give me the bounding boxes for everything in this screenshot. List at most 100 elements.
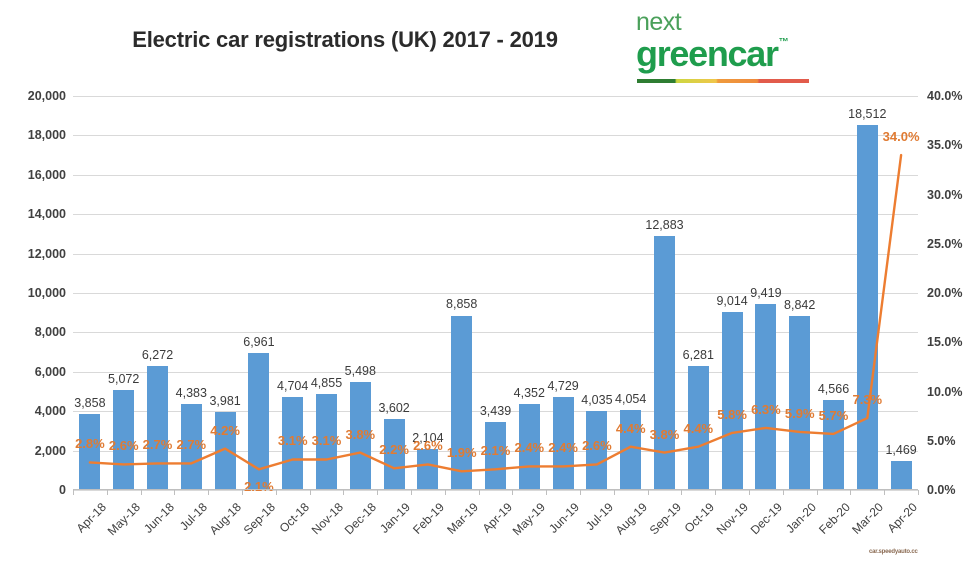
x-axis-tick [478,490,480,495]
bar[interactable] [417,448,439,490]
bar[interactable] [79,414,101,490]
percent-value-label: 7.3% [852,392,883,408]
gridline [73,174,918,176]
y-axis-right-tick: 15.0% [927,335,963,350]
x-axis-label: May-19 [510,500,549,539]
percent-value-label: 2.2% [379,442,409,458]
bar[interactable] [755,304,777,490]
bar-value-label: 9,014 [716,294,748,309]
x-axis-tick [749,490,750,495]
x-axis-label: Aug-19 [612,500,650,538]
y-axis-left-tick: 16,000 [27,167,66,182]
bar-value-label: 3,858 [74,395,106,410]
logo-text-greencar-wrap: greencar ™ [636,36,836,72]
percent-value-label: 2.6% [413,438,443,454]
y-axis-left-tick: 0 [59,483,66,497]
percent-value-label: 3.1% [311,433,342,449]
percent-value-label: 34.0% [882,129,920,145]
bar[interactable] [248,352,270,490]
x-axis-tick [580,490,581,495]
bar-value-label: 4,729 [547,378,579,393]
x-axis-label: Jan-20 [782,500,819,536]
logo-text-greencar: greencar [636,33,779,74]
y-axis-left-tick: 4,000 [34,404,66,419]
y-axis-left-tick: 10,000 [27,286,66,300]
y-axis-left-tick: 6,000 [34,364,66,379]
bar-value-label: 12,883 [645,218,684,233]
y-axis-left-tick: 20,000 [27,89,66,103]
bar[interactable] [451,315,473,490]
bar-value-label: 2,104 [412,430,444,445]
bar-value-label: 5,072 [108,372,140,387]
percent-value-label: 2.1% [244,479,274,495]
x-axis-tick [242,490,243,495]
x-axis-tick [275,490,277,495]
gridline [73,293,918,294]
percent-value-label: 2.6% [582,438,612,454]
percent-value-label: 3.8% [649,426,680,442]
x-axis-label: Jul-19 [582,500,616,534]
bar[interactable] [789,315,811,490]
x-axis-label: Feb-20 [815,500,853,537]
x-axis-tick [782,490,784,495]
x-axis-tick [546,490,548,495]
percent-value-label: 2.7% [176,437,207,453]
x-axis-label: Oct-19 [681,500,718,536]
x-axis-label: Mar-20 [849,500,887,537]
bar[interactable] [147,366,168,490]
gridline [73,135,918,137]
x-axis-label: Nov-18 [308,500,346,538]
x-axis-tick [850,490,852,495]
y-axis-right-tick: 30.0% [927,187,963,202]
x-axis-tick [140,490,142,495]
bar-value-label: 8,858 [446,297,478,312]
bar-value-label: 4,704 [277,379,309,394]
x-axis-tick [208,490,210,495]
x-axis-tick [73,490,74,495]
percent-value-label: 4.2% [210,422,240,438]
x-axis-tick [343,490,345,495]
y-axis-right-tick: 0.0% [927,483,956,497]
bar-value-label: 4,383 [175,385,207,400]
bar-value-label: 6,272 [141,348,174,363]
x-axis-label: May-18 [104,500,143,539]
bar[interactable] [856,125,878,490]
percent-value-label: 6.3% [751,401,781,417]
bar[interactable] [654,236,675,490]
bar-value-label: 1,469 [885,443,917,458]
bar[interactable] [890,461,912,490]
x-axis: Apr-18 May-18 Jun-18 Jul-18 Aug-18 Sep-18 Oct-… [73,490,920,568]
x-axis-label: Jul-18 [177,500,211,534]
x-axis-label: Nov-19 [713,500,752,538]
bar-value-label: 4,054 [615,392,647,407]
percent-value-label: 2.4% [514,440,545,456]
percent-value-label: 4.4% [683,420,714,436]
bar-value-label: 3,981 [209,393,241,408]
x-axis-baseline [73,489,918,490]
x-axis-tick [411,490,412,495]
x-axis-tick [377,490,379,495]
y-axis-left-tick: 8,000 [34,325,66,340]
percent-value-label: 2.1% [480,443,511,459]
x-axis-tick [106,490,108,495]
y-axis-right-tick: 20.0% [927,286,963,300]
bar[interactable] [721,312,743,490]
y-axis-left-tick: 14,000 [27,207,66,222]
watermark: car.speedyauto.cc [869,549,918,555]
percent-value-label: 5.9% [784,405,815,421]
bar-value-label: 3,602 [378,401,410,416]
x-axis-label: Jun-18 [140,500,177,536]
y-axis-right-tick: 5.0% [927,433,956,448]
x-axis-tick [512,490,514,495]
x-axis-label: Jan-19 [377,500,414,536]
percent-value-label: 5.8% [717,406,747,422]
x-axis-label: Dec-18 [341,500,380,538]
bar-value-label: 3,439 [479,404,512,419]
x-axis-label: Apr-18 [73,500,109,536]
bar-value-label: 4,352 [513,386,545,401]
gridline [73,96,918,97]
plot-area: 3,858 5,072 6,272 4,383 3,981 6,961 4,704 4,855… [73,96,920,494]
y-axis-left-tick: 12,000 [27,246,66,261]
x-axis-tick [681,490,683,495]
